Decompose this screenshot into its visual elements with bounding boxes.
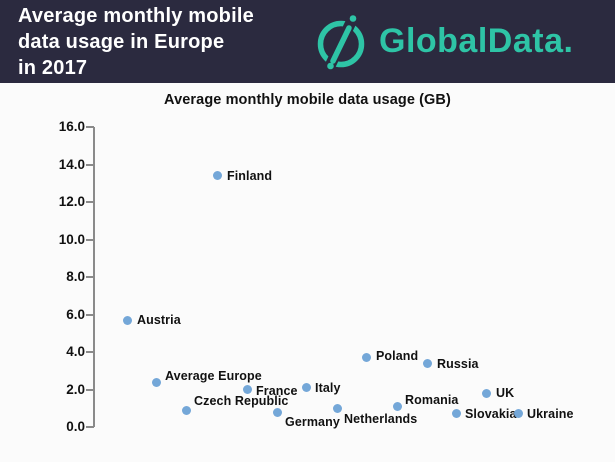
data-point-label: Slovakia (465, 406, 517, 421)
y-tick-label: 0.0 (66, 419, 85, 434)
page-title: Average monthly mobile data usage in Eur… (18, 5, 254, 79)
y-tick-mark (86, 351, 94, 353)
data-point-label: Russia (437, 357, 479, 372)
data-point-dot (392, 401, 402, 411)
data-point-label: Average Europe (165, 369, 262, 383)
data-point-label: Austria (137, 313, 181, 328)
y-tick-label: 12.0 (58, 194, 85, 209)
y-tick-mark (86, 276, 94, 278)
globaldata-logo-icon (317, 14, 365, 70)
y-tick-label: 8.0 (66, 269, 85, 284)
y-tick-label: 14.0 (58, 156, 85, 172)
data-point-dot (451, 409, 461, 419)
data-point-dot (513, 409, 523, 419)
data-point-label: Italy (315, 380, 341, 395)
chart-title: Average monthly mobile data usage (GB) (164, 92, 451, 108)
y-tick-label: 2.0 (66, 381, 85, 397)
data-point-dot (332, 403, 342, 413)
y-tick-mark (86, 163, 94, 166)
data-point-label: Netherlands (344, 412, 418, 427)
y-tick-mark (86, 201, 94, 203)
y-tick-mark (86, 238, 94, 241)
data-point-dot (422, 358, 432, 368)
data-point-label: France (256, 383, 298, 398)
data-point-label: Czech Republic (194, 394, 289, 409)
y-tick-label: 6.0 (66, 306, 85, 322)
data-point-dot (151, 377, 161, 387)
data-point-dot (242, 385, 252, 394)
data-point-label: Romania (405, 393, 459, 408)
header-banner: Average monthly mobile data usage in Eur… (0, 0, 615, 83)
data-point-dot (481, 388, 491, 398)
data-point-dot (212, 171, 222, 181)
data-point-dot (122, 315, 132, 325)
y-tick-mark (86, 426, 94, 428)
y-tick-mark (86, 313, 94, 316)
data-point-label: Poland (376, 348, 419, 363)
y-tick-label: 4.0 (66, 344, 85, 359)
y-tick-mark (86, 126, 94, 128)
plot-area: 16.0 14.0 12.0 10.0 8.0 6.0 4.0 2.0 0.0 Austria Av… (59, 119, 610, 434)
y-tick-label: 16.0 (58, 119, 85, 134)
data-point-dot (361, 353, 371, 363)
data-point-dot (181, 405, 191, 415)
data-point-label: Finland (227, 168, 273, 183)
data-point-dot (272, 407, 282, 417)
data-point-dot (301, 383, 311, 393)
data-point-label: Ukraine (527, 406, 574, 421)
y-tick-mark (86, 388, 94, 391)
brand-name: GlobalData. (379, 22, 574, 60)
data-point-label: Germany (285, 415, 340, 429)
y-tick-label: 10.0 (58, 231, 85, 247)
brand-logo: GlobalData. (316, 8, 611, 74)
data-point-label: UK (496, 386, 515, 401)
